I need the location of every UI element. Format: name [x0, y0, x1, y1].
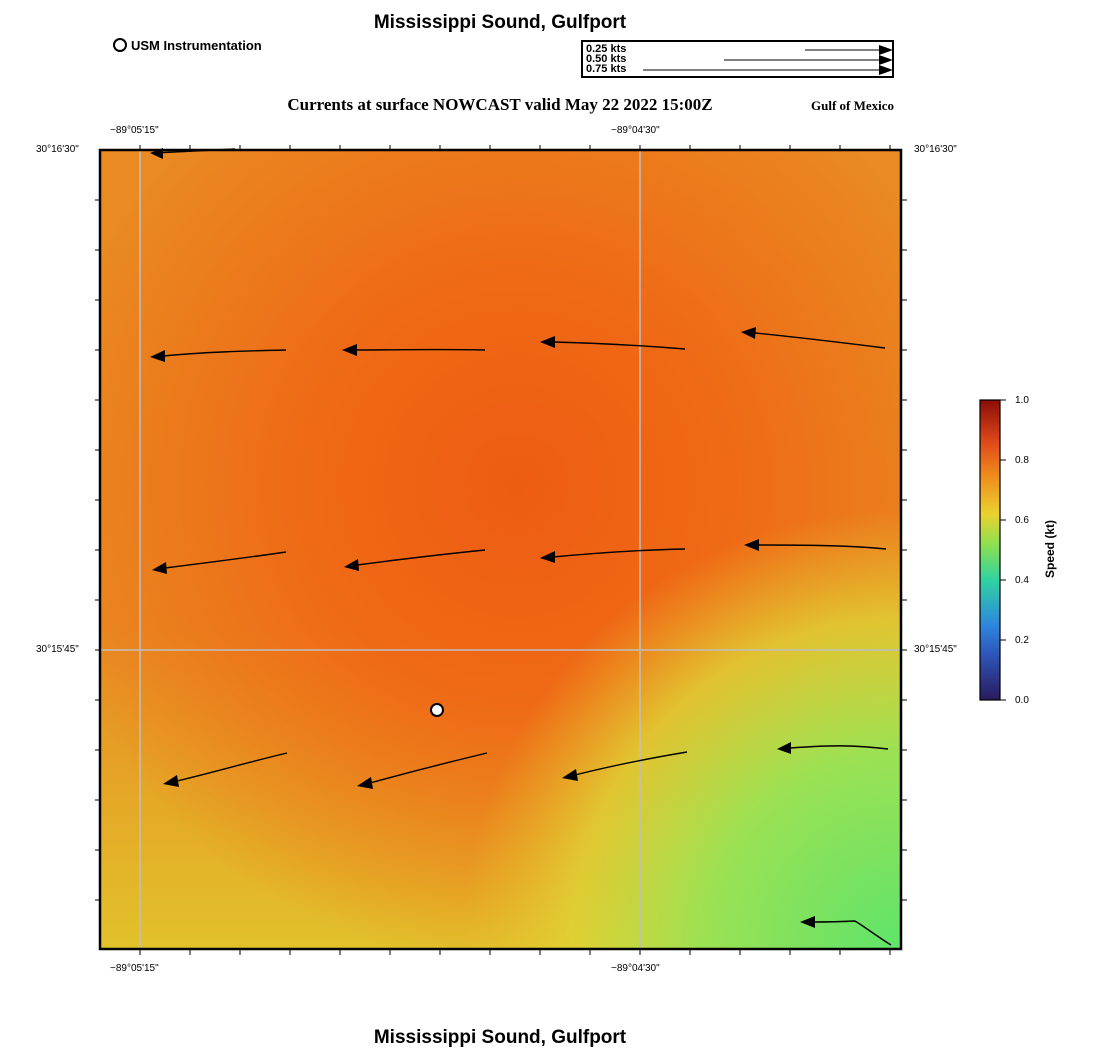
- colorbar-tick-0.0: 0.0: [1015, 695, 1029, 706]
- lat-tick-right-2: 30°15'45": [914, 644, 957, 655]
- circle-marker-icon: [113, 38, 127, 52]
- lon-tick-bottom-2: −89°04'30": [611, 963, 660, 974]
- arrowhead: [800, 916, 815, 928]
- colorbar-tick-0.2: 0.2: [1015, 635, 1029, 646]
- scale-arrow-1-head: [879, 45, 893, 55]
- speed-colorbar: [979, 399, 1006, 701]
- map-ticks: [95, 145, 907, 955]
- vector-scale-arrows: [643, 45, 893, 75]
- region-label: Gulf of Mexico: [811, 98, 895, 113]
- vector-scale-label-2: 0.50 kts: [586, 53, 627, 65]
- scale-arrow-3-head: [879, 65, 893, 75]
- current-arrow: [574, 751, 688, 776]
- map-slow-current-zone: [100, 150, 901, 949]
- map-title: Mississippi Sound, Gulfport: [373, 12, 627, 33]
- arrowhead: [741, 327, 756, 339]
- arrowhead: [562, 769, 578, 781]
- lat-tick-left-1: 30°16'30": [36, 144, 79, 155]
- arrowhead: [540, 551, 555, 563]
- current-arrowheads: [150, 148, 815, 928]
- colorbar-tick-1.0: 1.0: [1015, 395, 1029, 406]
- lat-tick-right-1: 30°16'30": [914, 144, 957, 155]
- current-arrow: [552, 548, 686, 558]
- map-subtitle: Currents at surface NOWCAST valid May 22…: [287, 95, 713, 114]
- arrowhead: [150, 350, 165, 362]
- arrowhead: [342, 344, 357, 356]
- current-arrow: [356, 549, 486, 566]
- colorbar-tick-0.6: 0.6: [1015, 515, 1029, 526]
- arrowhead: [357, 777, 373, 789]
- current-arrow: [164, 551, 287, 569]
- current-map: [95, 145, 907, 955]
- current-arrow: [789, 745, 889, 750]
- colorbar-tick-0.8: 0.8: [1015, 455, 1029, 466]
- vector-scale-label-3: 0.75 kts: [586, 63, 627, 75]
- arrowhead: [744, 539, 759, 551]
- colorbar-label: Speed (kt): [1043, 520, 1057, 579]
- scale-arrow-2-head: [879, 55, 893, 65]
- lon-tick-bottom-1: −89°05'15": [110, 963, 159, 974]
- current-arrow: [369, 752, 488, 784]
- vector-scale-legend: 0.25 kts 0.50 kts 0.75 kts: [581, 40, 894, 78]
- current-arrow: [162, 349, 287, 357]
- current-arrow: [176, 752, 288, 782]
- colorbar-tick-0.4: 0.4: [1015, 575, 1029, 586]
- lon-tick-top-2: −89°04'30": [611, 125, 660, 136]
- arrowhead: [163, 775, 179, 787]
- current-arrow: [756, 544, 887, 550]
- vector-scale-label-1: 0.25 kts: [586, 43, 627, 55]
- arrowhead: [540, 336, 555, 348]
- arrowhead: [150, 148, 163, 159]
- usm-instrumentation-marker: [430, 703, 444, 717]
- arrowhead: [152, 562, 167, 574]
- arrowhead: [777, 742, 791, 754]
- colorbar-gradient: [979, 399, 1001, 701]
- current-arrow: [812, 920, 892, 946]
- lat-tick-left-2: 30°15'45": [36, 644, 79, 655]
- footer-title: Mississippi Sound, Gulfport: [373, 1027, 627, 1048]
- current-arrow: [152, 148, 236, 154]
- current-vectors: [152, 148, 892, 946]
- current-arrow: [552, 341, 686, 350]
- station-legend-label: USM Instrumentation: [131, 37, 262, 53]
- arrowhead: [344, 559, 359, 571]
- station-legend: USM Instrumentation: [112, 37, 262, 53]
- current-arrow: [754, 332, 886, 349]
- lon-tick-top-1: −89°05'15": [110, 125, 159, 136]
